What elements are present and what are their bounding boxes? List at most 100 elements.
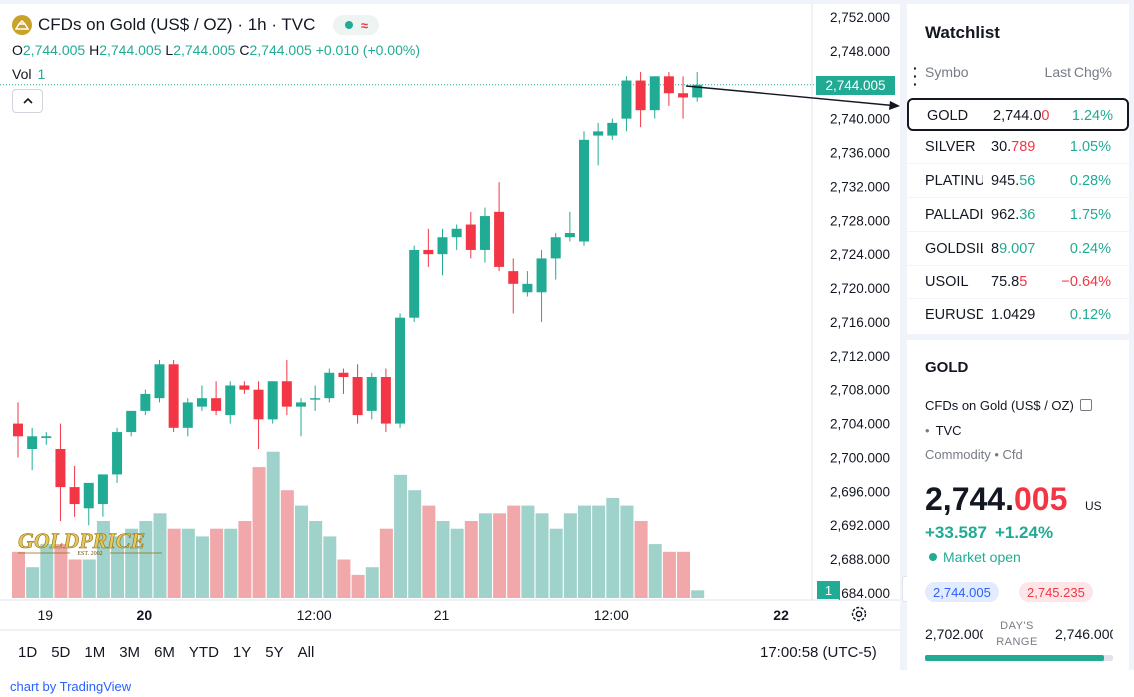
volume-bar — [96, 521, 110, 598]
collapse-legend-button[interactable] — [12, 89, 43, 113]
volume-bar — [563, 513, 577, 598]
volume-bar — [111, 536, 125, 598]
row-last: 75.85 — [991, 274, 1028, 290]
ohlc-o-label: O — [12, 42, 23, 58]
candle-body — [182, 402, 193, 428]
volume-bar — [634, 521, 648, 598]
candle-body — [536, 258, 547, 293]
column-menu-icon[interactable]: · · · — [913, 60, 918, 92]
market-status-pill[interactable]: ≈ — [333, 15, 380, 35]
gold-logo-icon — [12, 15, 32, 35]
volume-bar — [68, 559, 82, 598]
timeframe-5d[interactable]: 5D — [51, 644, 71, 661]
row-symbol: EURUSD — [925, 307, 983, 323]
watchlist-header: · · · Symbol Last Chg% — [907, 61, 1129, 91]
row-chg: 0.24% — [1069, 241, 1111, 257]
volume-axis-label: 1 — [817, 581, 840, 599]
candle-body — [211, 398, 222, 411]
timeframe-ytd[interactable]: YTD — [188, 644, 219, 661]
row-chg: 1.75% — [1069, 207, 1111, 223]
timeframe-1m[interactable]: 1M — [84, 644, 106, 661]
volume-bar — [125, 528, 139, 598]
watchlist-row-usoil[interactable]: USOIL 75.85 −0.64% — [907, 266, 1129, 299]
row-chg: −0.64% — [1061, 274, 1111, 290]
row-last: 1.0429 — [991, 307, 1036, 323]
last-price-label: 2,744.005 — [816, 76, 895, 95]
row-last: 945.56 — [991, 173, 1036, 189]
chevron-up-icon — [22, 97, 33, 104]
candle-body — [380, 377, 391, 424]
y-tick-label: 2,736.000 — [830, 146, 890, 161]
y-tick-label: 2,688.000 — [830, 552, 890, 567]
chart-title[interactable]: CFDs on Gold (US$ / OZ) · 1h · TVC — [38, 15, 316, 34]
volume-bar — [54, 544, 68, 598]
external-link-icon[interactable] — [1079, 399, 1092, 411]
detail-name[interactable]: CFDs on Gold (US$ / OZ) — [925, 398, 1092, 413]
candle-body — [607, 122, 618, 136]
watchlist-row-goldsilver[interactable]: GOLDSILVER 89.007 0.24% — [907, 233, 1129, 266]
header-last[interactable]: Last — [1044, 64, 1071, 80]
candle-body — [366, 377, 377, 411]
x-tick-label: 22 — [773, 607, 789, 623]
volume-bar — [26, 567, 40, 598]
ask-price-badge: 2,745.235 — [1019, 582, 1093, 602]
timeframe-1y[interactable]: 1Y — [232, 644, 252, 661]
chart-settings-gear-icon[interactable] — [850, 605, 868, 623]
candle-body — [395, 317, 406, 424]
chart-clock[interactable]: 17:00:58 (UTC-5) — [760, 644, 877, 661]
ohlc-low: 2,744.005 — [173, 42, 236, 58]
header-symbol[interactable]: Symbol — [925, 64, 969, 80]
volume-bar — [210, 528, 224, 598]
watchlist-row-silver[interactable]: SILVER 30.789 1.05% — [907, 131, 1129, 164]
candle-body — [437, 237, 448, 255]
y-tick-label: 2,704.000 — [830, 417, 890, 432]
watchlist-row-gold[interactable]: GOLD 2,744.005 1.24% — [907, 98, 1129, 131]
timeframe-3m[interactable]: 3M — [119, 644, 141, 661]
chart-panel[interactable]: 2,752.0002,748.0002,744.0002,740.0002,73… — [0, 4, 900, 670]
watchlist-panel: Watchlist · · · Symbol Last Chg% GOLD 2,74… — [907, 4, 1129, 334]
watchlist-row-platinum[interactable]: PLATINUM 945.56 0.28% — [907, 165, 1129, 198]
candle-body — [479, 216, 490, 250]
volume-bar — [12, 551, 25, 598]
volume-bar — [238, 521, 252, 598]
timeframe-all[interactable]: All — [297, 644, 315, 661]
y-tick-label: 2,684.000 — [830, 586, 890, 601]
candle-body — [126, 410, 137, 433]
candle-body — [465, 224, 476, 250]
watchlist-row-eurusd[interactable]: EURUSD 1.0429 0.12% — [907, 299, 1129, 332]
row-symbol: PLATINUM — [925, 173, 983, 189]
watchlist-title: Watchlist — [925, 23, 1000, 42]
volume-bar — [323, 536, 337, 598]
volume-bar — [436, 521, 450, 598]
candle-body — [324, 372, 335, 399]
x-tick-label: 12:00 — [594, 607, 629, 623]
y-tick-label: 2,740.000 — [830, 112, 890, 127]
market-status: Market open — [929, 549, 1021, 565]
volume-bar — [606, 497, 620, 598]
symbol-details-panel: GOLD CFDs on Gold (US$ / OZ) • TVC Commod… — [907, 340, 1129, 670]
header-chg[interactable]: Chg% — [1073, 64, 1112, 80]
volume-bar — [181, 528, 195, 598]
volume-bar — [224, 528, 238, 598]
y-tick-label: 2,752.000 — [830, 10, 890, 25]
candle-body — [296, 402, 306, 407]
candle-body — [451, 228, 462, 238]
timeframe-5y[interactable]: 5Y — [265, 644, 284, 661]
candle-body — [409, 249, 420, 318]
watchlist-row-palladium[interactable]: PALLADIUM 962.36 1.75% — [907, 199, 1129, 232]
timeframe-6m[interactable]: 6M — [154, 644, 175, 661]
row-last: 2,744.005 — [993, 108, 1049, 124]
candlestick-chart[interactable]: 2,752.0002,748.0002,744.0002,740.0002,73… — [0, 4, 900, 670]
candle-body — [649, 76, 660, 111]
detail-symbol[interactable]: GOLD — [925, 359, 969, 376]
candle-body — [663, 76, 674, 94]
tradingview-attribution-link[interactable]: chart by TradingView — [10, 679, 132, 694]
candle-body — [97, 474, 108, 505]
candle-body — [112, 432, 123, 475]
volume-bar — [379, 528, 393, 598]
ohlc-open: 2,744.005 — [22, 42, 86, 58]
candle-body — [196, 398, 207, 407]
candle-body — [27, 436, 38, 449]
row-last: 30.789 — [991, 139, 1036, 155]
timeframe-1d[interactable]: 1D — [18, 644, 38, 661]
